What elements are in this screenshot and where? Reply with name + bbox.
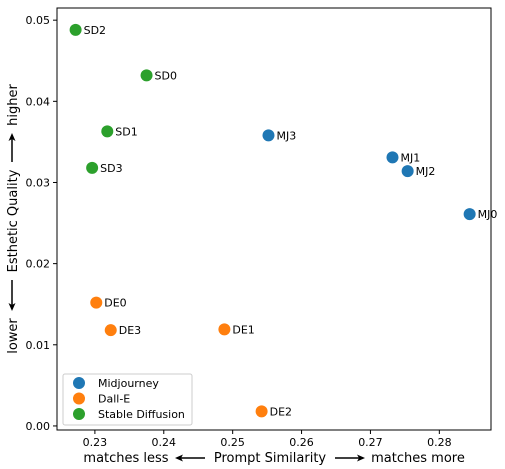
point-mj3: [262, 129, 275, 142]
legend-box: [62, 373, 193, 426]
x-axis-arrowhead-right: [357, 454, 365, 462]
x-tick-label: 0.28: [427, 436, 452, 449]
point-label-de3: DE3: [119, 324, 141, 337]
point-de3: [104, 324, 117, 337]
y-tick-label: 0.04: [26, 95, 51, 108]
legend: Midjourney Dall-E Stable Diffusion: [62, 373, 193, 426]
data-points: [69, 23, 476, 418]
legend-marker-dall-e: [73, 392, 85, 405]
y-axis-label-center: Esthetic Quality: [6, 169, 21, 272]
x-tick-label: 0.25: [220, 436, 245, 449]
x-tick-label: 0.23: [83, 436, 108, 449]
y-axis-label-low: lower: [6, 318, 21, 354]
x-axis-arrowhead-left: [175, 454, 183, 462]
x-axis-label: matches less Prompt Similarity matches m…: [83, 451, 464, 466]
point-mj0: [463, 208, 476, 221]
point-sd2: [69, 23, 82, 36]
x-tick-label: 0.27: [358, 436, 383, 449]
y-tick-label: 0.01: [26, 339, 51, 352]
legend-label-dall-e: Dall-E: [98, 393, 130, 406]
point-mj2: [401, 165, 414, 178]
point-de2: [255, 405, 268, 418]
y-axis-label-high: higher: [6, 84, 21, 126]
y-tick-label: 0.02: [26, 258, 51, 271]
point-label-sd0: SD0: [155, 69, 177, 82]
point-label-sd2: SD2: [84, 24, 106, 37]
y-axis-label: lower Esthetic Quality higher: [6, 84, 21, 354]
x-axis-label-right: matches more: [371, 451, 465, 466]
legend-label-stable-diffusion: Stable Diffusion: [98, 408, 185, 421]
legend-label-midjourney: Midjourney: [98, 377, 159, 390]
legend-marker-midjourney: [73, 377, 85, 389]
y-axis-arrowhead-up: [8, 133, 16, 141]
plot-frame: [56, 7, 492, 431]
point-de1: [218, 323, 231, 336]
legend-marker-stable-diffusion: [73, 408, 85, 420]
point-sd0: [140, 69, 153, 82]
point-label-mj2: MJ2: [416, 165, 436, 178]
point-label-sd1: SD1: [115, 125, 137, 138]
y-axis-ticks: 0.00 0.01 0.02 0.03 0.04 0.05: [26, 14, 57, 433]
point-sd3: [86, 161, 99, 174]
point-label-de2: DE2: [270, 405, 292, 418]
y-tick-label: 0.00: [26, 420, 51, 433]
point-label-mj0: MJ0: [478, 208, 498, 221]
x-axis-label-left: matches less: [83, 451, 168, 466]
x-axis-label-center: Prompt Similarity: [214, 451, 327, 466]
point-label-de1: DE1: [232, 323, 254, 336]
x-axis-ticks: 0.23 0.24 0.25 0.26 0.27 0.28: [83, 430, 452, 449]
y-tick-label: 0.05: [26, 14, 51, 27]
x-tick-label: 0.26: [289, 436, 314, 449]
point-label-sd3: SD3: [100, 162, 122, 175]
y-axis-arrowhead-down: [8, 303, 16, 311]
point-mj1: [386, 151, 399, 164]
point-label-mj3: MJ3: [276, 129, 296, 142]
point-de0: [90, 296, 103, 309]
point-label-de0: DE0: [104, 297, 126, 310]
point-sd1: [101, 125, 114, 138]
x-tick-label: 0.24: [152, 436, 177, 449]
y-tick-label: 0.03: [26, 176, 51, 189]
point-label-mj1: MJ1: [400, 151, 420, 164]
